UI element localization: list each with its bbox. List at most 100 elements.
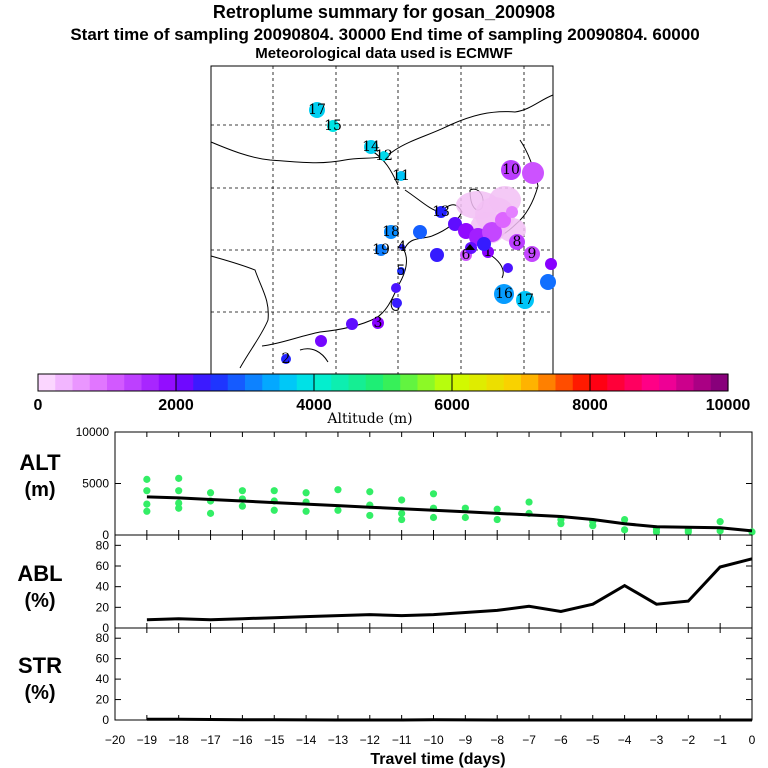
alt-scatter-point: [334, 506, 342, 514]
colorbar-segment: [296, 374, 315, 391]
y-tick-label: 80: [96, 631, 110, 645]
alt-scatter-point: [589, 522, 597, 530]
plume-dot: [503, 263, 513, 273]
alt-scatter-point: [238, 502, 246, 510]
plume-dot: [372, 317, 384, 329]
y-tick-label: 60: [96, 652, 110, 666]
alt-scatter-point: [206, 489, 215, 497]
plume-day-label: 3: [374, 315, 383, 331]
plume-day-label: 1: [484, 244, 493, 260]
alt-scatter-point: [461, 513, 469, 522]
chart-subtitle-met: Meteorological data used is ECMWF: [255, 45, 513, 62]
alt-mean-line: [146, 495, 753, 533]
map-coastline: [210, 255, 269, 369]
panel-frame: [114, 627, 753, 721]
y-tick-label: 20: [96, 600, 110, 614]
plume-dot: [448, 217, 462, 231]
colorbar-segment: [538, 374, 557, 391]
x-tick-label: 0: [749, 733, 756, 747]
plume-day-label: 8: [513, 234, 522, 250]
y-tick-label: 0: [102, 621, 109, 635]
colorbar-segment: [624, 374, 643, 391]
map-coastline: [299, 348, 329, 363]
colorbar: 0 2000 4000 6000 8000 10000 Altitude (m): [34, 373, 751, 427]
plume-day-label: 10: [502, 162, 520, 178]
colorbar-segment: [331, 374, 350, 391]
plume-day-label: 14: [362, 139, 380, 155]
plume-day-label: 18: [382, 224, 400, 240]
colorbar-segment: [417, 374, 436, 391]
alt-scatter-point: [302, 489, 310, 497]
alt-scatter-point: [429, 490, 438, 498]
plume-dot: [430, 248, 444, 262]
alt-scatter-point: [461, 504, 469, 512]
x-tick-label: −14: [296, 733, 317, 747]
plume-dot: [364, 140, 378, 154]
plume-dot: [540, 274, 556, 290]
colorbar-segment: [227, 374, 246, 391]
alt-scatter-point: [493, 505, 501, 513]
alt-scatter-point: [493, 515, 501, 524]
colorbar-segment: [279, 374, 298, 391]
x-tick-label: −4: [618, 733, 632, 747]
plume-dot: [509, 234, 525, 250]
colorbar-segment: [365, 374, 384, 391]
alt-scatter-point: [398, 496, 406, 504]
colorbar-segment: [607, 374, 626, 391]
alt-scatter-point: [652, 528, 661, 536]
x-tick-label: −7: [522, 733, 536, 747]
x-tick-label: −17: [200, 733, 221, 747]
alt-scatter-point: [302, 507, 310, 515]
panel-unit-label: (%): [24, 590, 55, 612]
colorbar-tick-label: 8000: [572, 397, 608, 414]
colorbar-segment: [314, 374, 332, 391]
alt-scatter-point: [684, 528, 692, 536]
colorbar-segment: [452, 374, 470, 391]
panel-label: STR: [18, 653, 62, 678]
alt-scatter-point: [429, 513, 438, 522]
alt-scatter-point: [238, 487, 246, 495]
panel-alt: 0 5000 10000 ALT (m): [19, 425, 756, 542]
x-tick-label: −19: [137, 733, 158, 747]
alt-scatter-point: [398, 509, 406, 517]
colorbar-segment: [521, 374, 539, 391]
alt-scatter-point: [621, 526, 629, 534]
colorbar-segment: [262, 374, 281, 391]
colorbar-segment: [176, 374, 194, 391]
x-tick-label: −18: [169, 733, 190, 747]
map-coastline: [404, 189, 463, 237]
colorbar-segment: [124, 374, 143, 391]
plume-dot: [397, 267, 405, 275]
y-tick-label: 40: [96, 580, 110, 594]
x-tick-label: −10: [423, 733, 444, 747]
plume-dot: [482, 222, 502, 242]
plume-dot: [346, 318, 358, 330]
colorbar-segment: [38, 374, 56, 391]
plume-dot: [327, 120, 339, 132]
plume-day-label: 4: [398, 239, 407, 255]
plume-dot: [413, 225, 427, 239]
alt-scatter-point: [557, 520, 565, 528]
x-axis: −20 −19 −18 −17 −16 −15 −14 −13 −12 −11 −10 −9 −8 −7−…: [105, 733, 756, 768]
x-tick-label: −2: [681, 733, 695, 747]
colorbar-tick-label: 2000: [158, 397, 194, 414]
colorbar-segment: [486, 374, 505, 391]
x-tick-label: −8: [490, 733, 504, 747]
plume-day-label: 15: [324, 118, 342, 134]
chart-subtitle: Start time of sampling 20090804. 30000 E…: [70, 25, 700, 44]
alt-scatter-point: [270, 506, 278, 514]
x-tick-label: −1: [713, 733, 727, 747]
plume-dot: [495, 212, 511, 228]
x-tick-label: −13: [328, 733, 349, 747]
plume-day-label: 6: [462, 247, 471, 263]
colorbar-tick-label: 10000: [706, 397, 751, 414]
colorbar-frame: [37, 373, 729, 392]
alt-scatter-point: [143, 500, 151, 508]
x-tick-label: −15: [264, 733, 285, 747]
plume-dot: [375, 244, 387, 256]
panel-unit-label: (m): [24, 479, 55, 501]
y-tick-label: 5000: [82, 477, 109, 491]
alt-scatter-point: [175, 504, 183, 512]
